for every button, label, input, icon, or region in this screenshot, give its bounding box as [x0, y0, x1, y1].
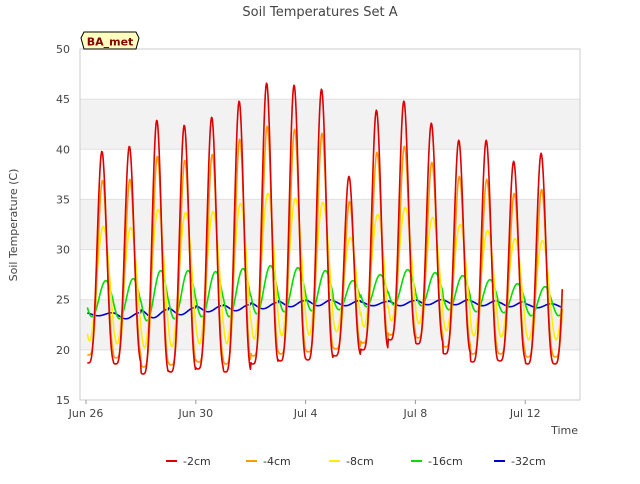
chart-title: Soil Temperatures Set A	[242, 5, 397, 20]
legend-label: -16cm	[428, 455, 463, 468]
y-axis-label: Soil Temperature (C)	[7, 169, 20, 282]
station-label-text: BA_met	[87, 36, 134, 49]
legend-item: -8cm	[329, 455, 374, 468]
x-axis-label: Time	[550, 424, 578, 437]
legend-label: -32cm	[511, 455, 546, 468]
x-tick-label: Jul 4	[293, 407, 318, 420]
legend-item: -2cm	[166, 455, 211, 468]
y-tick-label: 15	[56, 394, 70, 407]
y-tick-label: 50	[56, 43, 70, 56]
station-label: BA_met	[80, 31, 140, 50]
legend-item: -32cm	[494, 455, 546, 468]
plot-area	[79, 48, 581, 401]
legend-label: -4cm	[263, 455, 291, 468]
y-tick-label: 30	[56, 244, 70, 257]
y-tick-label: 25	[56, 294, 70, 307]
legend: -2cm -4cm -8cm -16cm -32cm	[166, 455, 546, 468]
legend-item: -16cm	[411, 455, 463, 468]
y-tick-label: 35	[56, 193, 70, 206]
legend-item: -4cm	[246, 455, 291, 468]
y-tick-label: 20	[56, 344, 70, 357]
series-line-8cm	[86, 192, 564, 349]
y-tick-label: 45	[56, 93, 70, 106]
grid-band	[80, 99, 580, 150]
x-tick-label: Jul 12	[509, 407, 541, 420]
x-tick-label: Jun 26	[68, 407, 104, 420]
x-tick-label: Jun 30	[177, 407, 213, 420]
series-line-2cm	[87, 82, 564, 375]
legend-label: -2cm	[183, 455, 211, 468]
y-tick-label: 40	[56, 143, 70, 156]
x-tick-label: Jul 8	[403, 407, 428, 420]
legend-label: -8cm	[346, 455, 374, 468]
